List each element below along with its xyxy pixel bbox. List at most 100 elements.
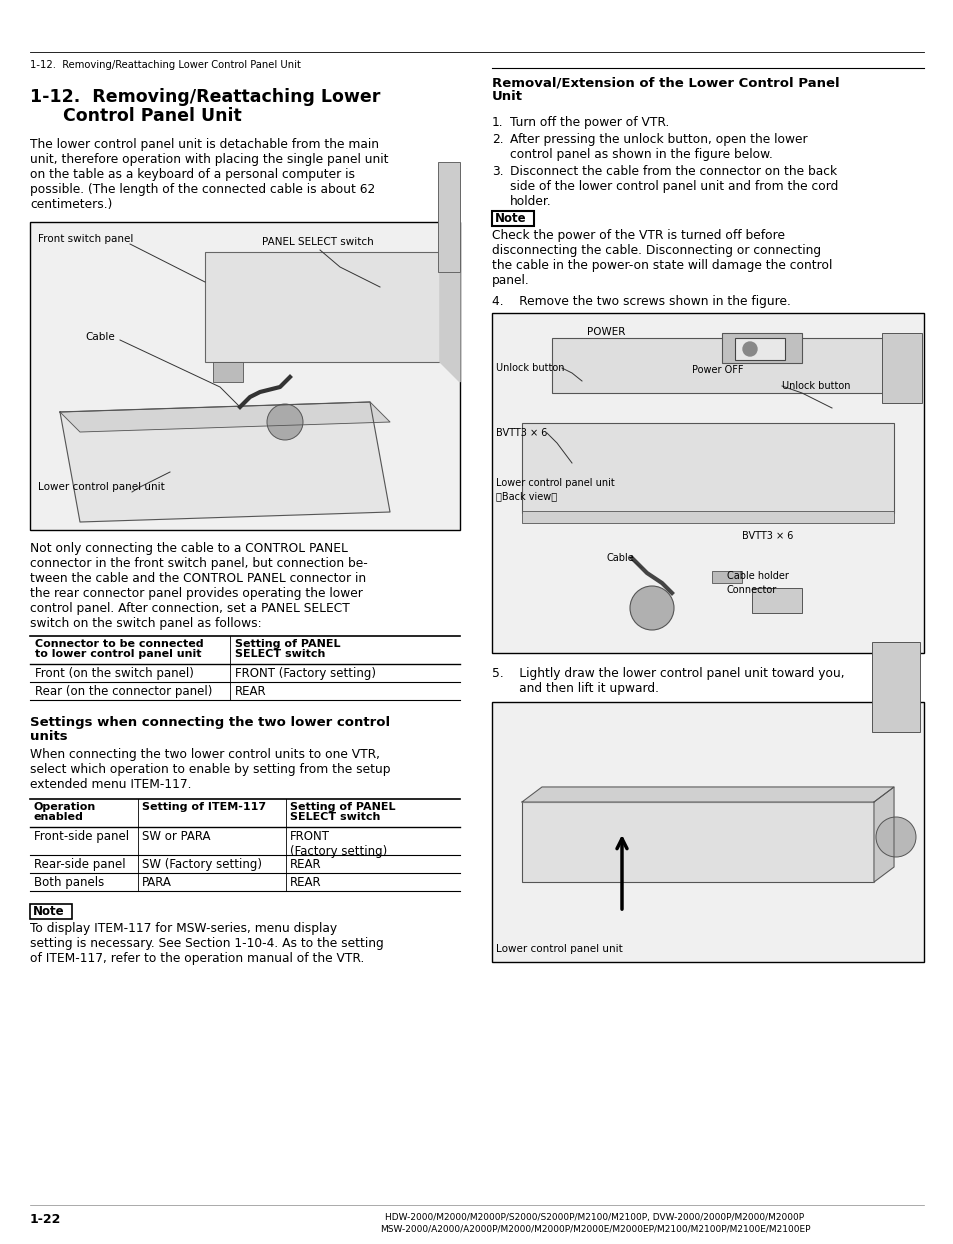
Text: and then lift it upward.: and then lift it upward.	[492, 682, 659, 695]
Bar	[721, 333, 801, 363]
Text: Front switch panel: Front switch panel	[38, 234, 133, 244]
Text: Both panels: Both panels	[34, 876, 104, 889]
Polygon shape	[873, 787, 893, 882]
Text: To display ITEM-117 for MSW-series, menu display: To display ITEM-117 for MSW-series, menu…	[30, 922, 336, 935]
Text: Turn off the power of VTR.: Turn off the power of VTR.	[510, 116, 669, 129]
Text: Lower control panel unit: Lower control panel unit	[496, 944, 622, 954]
Text: switch on the switch panel as follows:: switch on the switch panel as follows:	[30, 617, 261, 629]
Text: Setting of ITEM-117: Setting of ITEM-117	[142, 802, 266, 812]
Text: Removal/Extension of the Lower Control Panel: Removal/Extension of the Lower Control P…	[492, 76, 839, 90]
Bar	[521, 423, 893, 513]
Text: SW (Factory setting): SW (Factory setting)	[142, 858, 262, 871]
Text: control panel as shown in the figure below.: control panel as shown in the figure bel…	[510, 148, 772, 160]
Text: Unit: Unit	[492, 90, 522, 103]
Text: Rear (on the connector panel): Rear (on the connector panel)	[35, 685, 213, 698]
Text: REAR: REAR	[234, 685, 266, 698]
Text: 5.    Lightly draw the lower control panel unit toward you,: 5. Lightly draw the lower control panel …	[492, 667, 843, 680]
Text: Cable: Cable	[85, 332, 114, 342]
Polygon shape	[60, 402, 390, 522]
Text: tween the cable and the CONTROL PANEL connector in: tween the cable and the CONTROL PANEL co…	[30, 572, 366, 585]
Bar	[492, 211, 534, 226]
Text: on the table as a keyboard of a personal computer is: on the table as a keyboard of a personal…	[30, 168, 355, 180]
Bar	[492, 313, 923, 653]
Text: Cable: Cable	[606, 554, 634, 564]
Text: Settings when connecting the two lower control: Settings when connecting the two lower c…	[30, 717, 390, 729]
Text: REAR: REAR	[290, 858, 321, 871]
Text: Not only connecting the cable to a CONTROL PANEL: Not only connecting the cable to a CONTR…	[30, 542, 348, 555]
Circle shape	[629, 586, 673, 629]
Bar	[751, 588, 801, 613]
Text: FRONT
(Factory setting): FRONT (Factory setting)	[290, 830, 387, 858]
Text: Check the power of the VTR is turned off before: Check the power of the VTR is turned off…	[492, 229, 784, 243]
Text: 3.: 3.	[492, 165, 503, 178]
Text: of ITEM-117, refer to the operation manual of the VTR.: of ITEM-117, refer to the operation manu…	[30, 952, 364, 965]
Circle shape	[875, 817, 915, 857]
Text: 1-12.  Removing/Reattaching Lower Control Panel Unit: 1-12. Removing/Reattaching Lower Control…	[30, 60, 300, 70]
Text: （Back view）: （Back view）	[496, 491, 557, 501]
Bar	[30, 221, 459, 530]
Text: the cable in the power-on state will damage the control: the cable in the power-on state will dam…	[492, 259, 832, 272]
Text: Cable holder: Cable holder	[726, 571, 788, 581]
Text: Power OFF: Power OFF	[691, 364, 742, 374]
Text: Unlock button: Unlock button	[496, 363, 564, 373]
Text: The lower control panel unit is detachable from the main: The lower control panel unit is detachab…	[30, 138, 378, 151]
Polygon shape	[205, 253, 450, 362]
Text: Unlock button: Unlock button	[781, 381, 850, 391]
Text: possible. (The length of the connected cable is about 62: possible. (The length of the connected c…	[30, 183, 375, 197]
Text: units: units	[30, 730, 68, 743]
Text: connector in the front switch panel, but connection be-: connector in the front switch panel, but…	[30, 557, 367, 570]
Text: Lower control panel unit: Lower control panel unit	[38, 481, 165, 491]
Text: Connector to be connected: Connector to be connected	[35, 639, 203, 649]
Text: disconnecting the cable. Disconnecting or connecting: disconnecting the cable. Disconnecting o…	[492, 244, 821, 258]
Bar	[734, 338, 784, 360]
Text: Rear-side panel: Rear-side panel	[34, 858, 126, 871]
Bar	[437, 162, 459, 272]
Text: to lower control panel unit: to lower control panel unit	[35, 649, 201, 659]
Bar	[711, 571, 741, 583]
Text: When connecting the two lower control units to one VTR,: When connecting the two lower control un…	[30, 748, 379, 761]
Text: FRONT (Factory setting): FRONT (Factory setting)	[234, 667, 375, 680]
Text: Setting of PANEL: Setting of PANEL	[290, 802, 395, 812]
Text: POWER: POWER	[586, 327, 625, 337]
Text: extended menu ITEM-117.: extended menu ITEM-117.	[30, 778, 192, 791]
Text: setting is necessary. See Section 1-10-4. As to the setting: setting is necessary. See Section 1-10-4…	[30, 937, 383, 950]
Text: panel.: panel.	[492, 274, 529, 287]
Text: Note: Note	[33, 904, 65, 918]
Text: BVTT3 × 6: BVTT3 × 6	[496, 428, 547, 438]
Text: PANEL SELECT switch: PANEL SELECT switch	[262, 238, 374, 248]
Circle shape	[267, 404, 303, 440]
Text: SELECT switch: SELECT switch	[290, 812, 380, 822]
Text: centimeters.): centimeters.)	[30, 198, 112, 211]
Text: SW or PARA: SW or PARA	[142, 830, 211, 843]
Text: holder.: holder.	[510, 195, 551, 208]
Bar	[882, 333, 921, 403]
Bar	[552, 338, 883, 393]
Text: the rear connector panel provides operating the lower: the rear connector panel provides operat…	[30, 587, 362, 600]
Polygon shape	[60, 402, 390, 432]
Text: After pressing the unlock button, open the lower: After pressing the unlock button, open t…	[510, 133, 807, 146]
Text: enabled: enabled	[34, 812, 84, 822]
Text: MSW-2000/A2000/A2000P/M2000/M2000P/M2000E/M2000EP/M2100/M2100P/M2100E/M2100EP: MSW-2000/A2000/A2000P/M2000/M2000P/M2000…	[379, 1224, 809, 1233]
Text: Control Panel Unit: Control Panel Unit	[63, 107, 241, 124]
Bar	[205, 253, 439, 362]
Text: SELECT switch: SELECT switch	[234, 649, 325, 659]
Bar	[213, 362, 243, 382]
Text: control panel. After connection, set a PANEL SELECT: control panel. After connection, set a P…	[30, 602, 350, 615]
Text: BVTT3 × 6: BVTT3 × 6	[741, 531, 793, 541]
Bar	[30, 904, 71, 919]
Text: 4.    Remove the two screws shown in the figure.: 4. Remove the two screws shown in the fi…	[492, 295, 790, 309]
Bar	[871, 642, 919, 731]
Text: HDW-2000/M2000/M2000P/S2000/S2000P/M2100/M2100P, DVW-2000/2000P/M2000/M2000P: HDW-2000/M2000/M2000P/S2000/S2000P/M2100…	[385, 1213, 803, 1222]
Text: select which operation to enable by setting from the setup: select which operation to enable by sett…	[30, 763, 390, 776]
Text: PARA: PARA	[142, 876, 172, 889]
Text: Note: Note	[495, 211, 526, 225]
Text: Disconnect the cable from the connector on the back: Disconnect the cable from the connector …	[510, 165, 836, 178]
Text: Connector: Connector	[726, 585, 777, 595]
Text: 1-22: 1-22	[30, 1213, 61, 1227]
Bar	[492, 702, 923, 962]
Polygon shape	[521, 787, 893, 802]
Circle shape	[742, 342, 757, 356]
Text: Operation: Operation	[34, 802, 96, 812]
Bar	[521, 511, 893, 522]
Text: Setting of PANEL: Setting of PANEL	[234, 639, 340, 649]
